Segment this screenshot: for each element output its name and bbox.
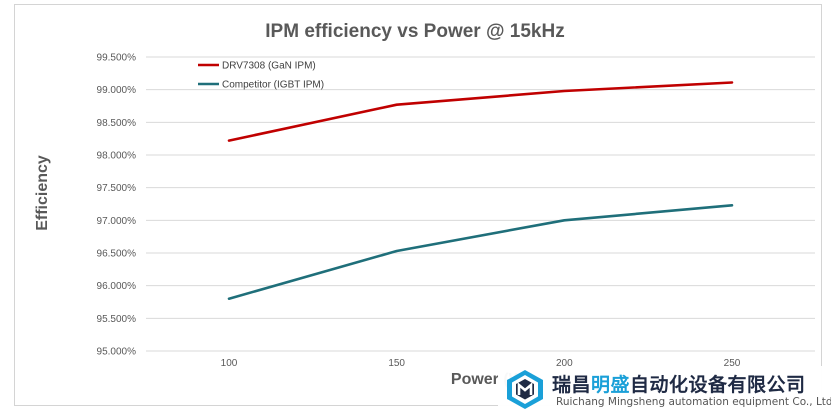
company-name-chinese: 瑞昌明盛自动化设备有限公司 bbox=[552, 370, 806, 397]
company-name-part1: 瑞昌 bbox=[552, 374, 592, 396]
company-name-english: Ruichang Mingsheng automation equipment … bbox=[556, 396, 831, 408]
y-axis-title: Efficiency bbox=[34, 155, 51, 231]
grid-lines bbox=[146, 56, 815, 352]
series-line-2 bbox=[227, 204, 734, 301]
x-tick-label: 150 bbox=[388, 358, 405, 369]
legend-label: DRV7308 (GaN IPM) bbox=[222, 61, 316, 72]
legend-label: Competitor (IGBT IPM) bbox=[222, 80, 324, 91]
y-tick-label: 99.000% bbox=[97, 85, 137, 96]
y-tick-label: 95.500% bbox=[97, 314, 137, 325]
company-watermark: 瑞昌明盛自动化设备有限公司 Ruichang Mingsheng automat… bbox=[498, 366, 831, 414]
company-name-highlight: 明盛 bbox=[591, 374, 631, 396]
chart-title: IPM efficiency vs Power @ 15kHz bbox=[265, 21, 564, 42]
y-tick-labels: 95.000% 95.500% 96.000% 96.500% 97.000% 97.50… bbox=[97, 53, 137, 358]
legend: DRV7308 (GaN IPM) Competitor (IGBT IPM) bbox=[198, 61, 324, 91]
y-tick-label: 95.000% bbox=[97, 347, 137, 358]
x-tick-label: 100 bbox=[221, 358, 238, 369]
y-tick-label: 98.000% bbox=[97, 151, 137, 162]
company-name-part2: 自动化设备有限公司 bbox=[630, 374, 806, 396]
y-tick-label: 96.000% bbox=[97, 281, 137, 292]
x-tick-label: 200 bbox=[556, 358, 573, 369]
y-tick-label: 97.000% bbox=[97, 216, 137, 227]
y-tick-label: 96.500% bbox=[97, 249, 137, 260]
y-tick-label: 98.500% bbox=[97, 118, 137, 129]
series-lines bbox=[227, 81, 734, 301]
x-tick-label: 250 bbox=[724, 358, 741, 369]
chart-frame bbox=[14, 4, 822, 406]
x-tick-labels: 100 150 200 250 bbox=[221, 358, 741, 369]
y-tick-label: 99.500% bbox=[97, 53, 137, 64]
y-tick-label: 97.500% bbox=[97, 183, 137, 194]
company-logo-icon bbox=[507, 370, 543, 409]
series-line-1 bbox=[227, 81, 734, 142]
